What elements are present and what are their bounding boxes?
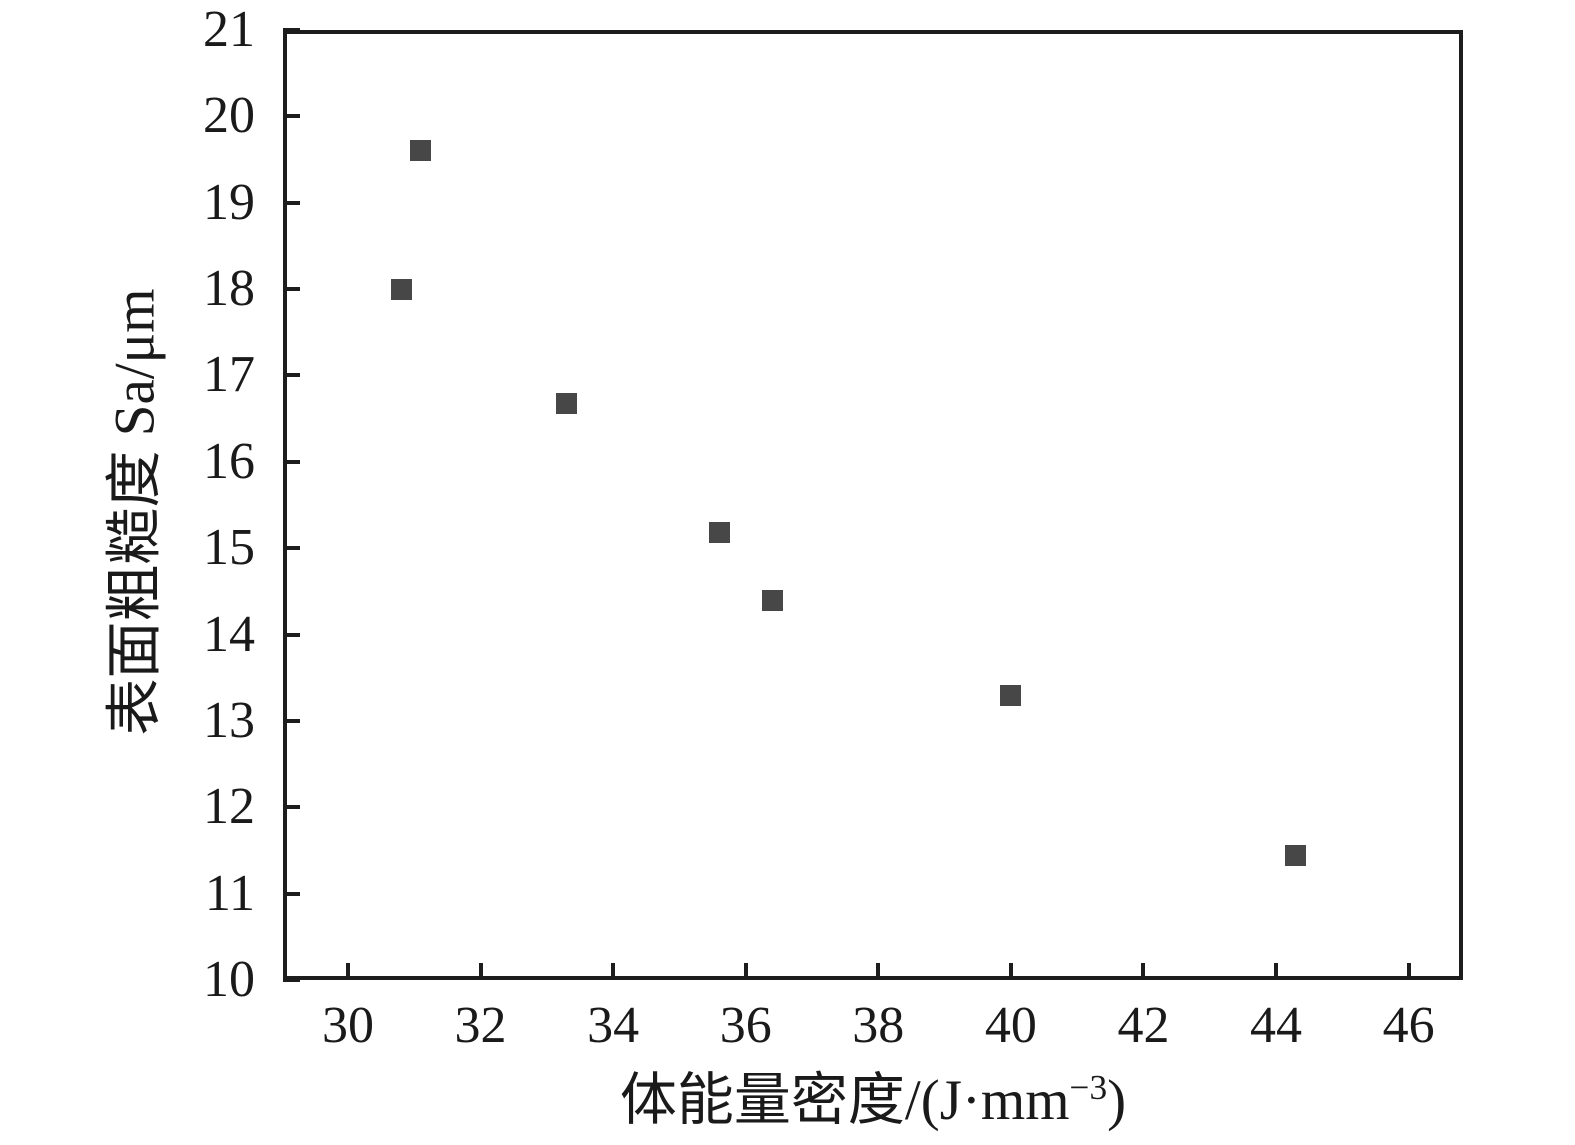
y-axis-tick-label: 18 xyxy=(203,260,255,318)
x-axis-tick-label: 30 xyxy=(321,997,374,1054)
plot-area: 30 32 34 36 38 40 42 44 46 10 11 12 13 14 15 16 17 18 19 20… xyxy=(203,1,1463,1054)
x-axis-tick-label: 46 xyxy=(1382,997,1435,1054)
data-point-marker xyxy=(390,278,412,300)
y-axis-tick xyxy=(283,718,300,723)
y-axis-tick xyxy=(283,114,300,119)
x-axis-tick-label: 44 xyxy=(1250,997,1303,1054)
y-axis-title: 表面粗糙度 Sa/μm xyxy=(103,288,167,736)
x-axis-tick-label: 40 xyxy=(984,997,1037,1054)
x-axis-tick xyxy=(876,963,881,980)
y-axis-tick-label: 13 xyxy=(203,691,255,749)
x-axis-tick-label: 36 xyxy=(719,997,772,1054)
y-axis-tick xyxy=(283,891,300,896)
x-axis-tick xyxy=(1141,963,1146,980)
data-point-marker xyxy=(556,393,578,415)
y-axis-tick-label: 21 xyxy=(203,1,255,58)
y-axis-tick xyxy=(283,459,300,464)
data-point-marker xyxy=(410,140,432,162)
y-axis-tick-label: 11 xyxy=(204,864,255,922)
y-axis-tick-label: 19 xyxy=(203,173,255,231)
x-axis-tick-label: 32 xyxy=(454,997,507,1054)
y-axis-tick-label: 15 xyxy=(203,519,255,577)
x-axis-tick xyxy=(1274,963,1279,980)
data-point-marker xyxy=(708,522,730,544)
y-axis-tick xyxy=(283,287,300,292)
y-axis-tick xyxy=(283,200,300,205)
y-axis-tick-label: 17 xyxy=(203,346,255,404)
data-point-marker xyxy=(761,589,783,611)
y-axis-tick xyxy=(283,978,300,982)
y-axis-tick xyxy=(283,546,300,551)
x-axis-title-superscript: −3 xyxy=(1069,1068,1108,1107)
x-axis-tick-label: 38 xyxy=(852,997,905,1054)
x-axis-title-text: 体能量密度/(J·mm xyxy=(619,1069,1070,1132)
plot-frame xyxy=(283,30,1463,980)
data-point-marker xyxy=(1285,845,1307,867)
x-axis-tick xyxy=(478,963,483,980)
x-axis-title: 体能量密度/(J·mm−3) xyxy=(283,1068,1463,1134)
x-axis-tick xyxy=(345,963,350,980)
y-axis-tick-label: 12 xyxy=(203,778,255,836)
y-axis-tick xyxy=(283,373,300,378)
y-axis-tick-label: 10 xyxy=(203,951,255,1008)
x-axis-title-suffix: ) xyxy=(1107,1069,1127,1132)
x-axis-tick xyxy=(1406,963,1411,980)
x-axis-tick xyxy=(1008,963,1013,980)
y-axis-tick-label: 20 xyxy=(203,87,255,145)
x-axis-tick-label: 34 xyxy=(587,997,640,1054)
x-axis-tick xyxy=(743,963,748,980)
y-axis-tick xyxy=(283,28,300,32)
y-axis-tick-label: 14 xyxy=(203,605,255,663)
data-point-marker xyxy=(1000,684,1022,706)
y-axis-tick xyxy=(283,632,300,637)
y-axis-tick-label: 16 xyxy=(203,432,255,490)
y-axis-tick xyxy=(283,805,300,810)
x-axis-tick-label: 42 xyxy=(1117,997,1170,1054)
x-axis-tick xyxy=(611,963,616,980)
